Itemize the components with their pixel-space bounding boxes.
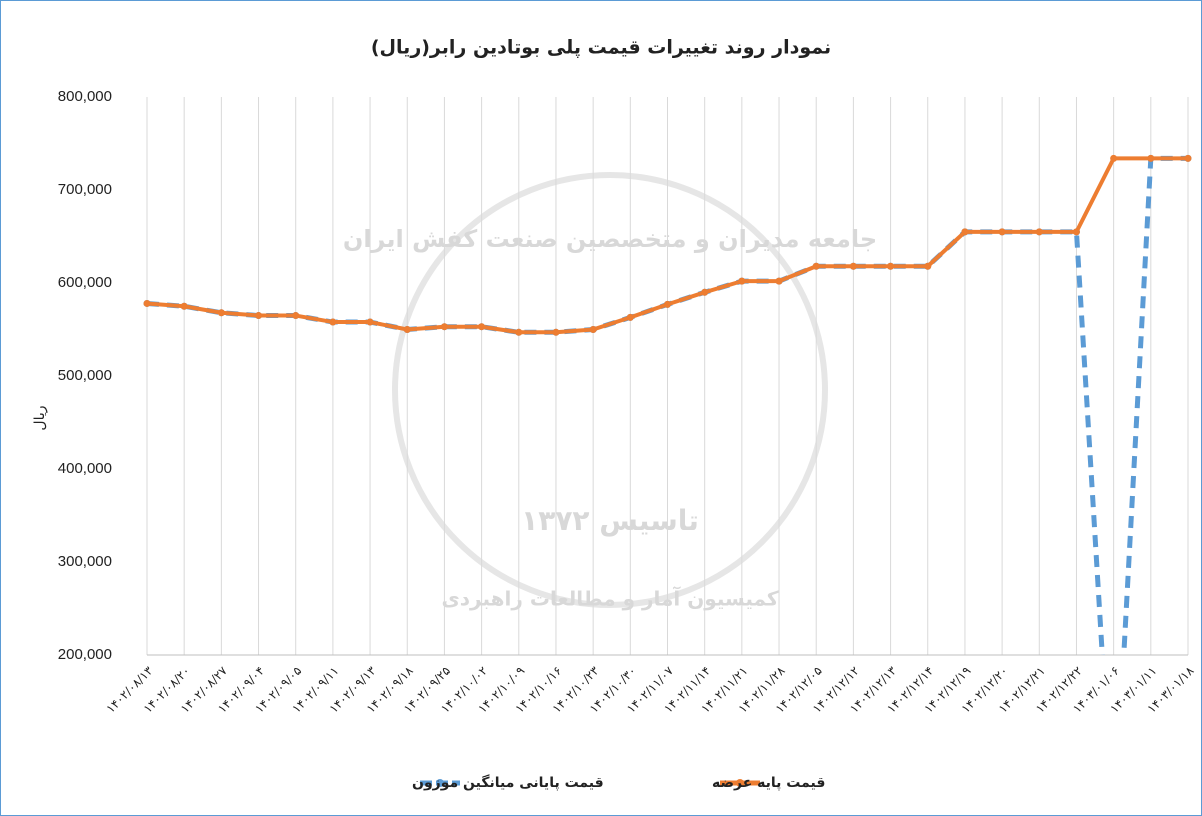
watermark-ring	[392, 172, 828, 608]
point-marker	[701, 288, 709, 296]
chart-title: نمودار روند تغییرات قیمت پلی بوتادین راب…	[371, 37, 831, 59]
legend-label: قیمت پایه عرضه	[712, 775, 825, 791]
point-marker	[738, 277, 746, 285]
y-tick-label: 600,000	[58, 274, 112, 291]
y-axis-title: ریال	[32, 405, 48, 430]
y-tick-label: 500,000	[58, 367, 112, 384]
point-marker	[255, 312, 263, 320]
point-marker	[515, 328, 523, 336]
point-marker	[998, 228, 1006, 236]
y-tick-label: 300,000	[58, 553, 112, 570]
point-marker	[961, 228, 969, 236]
legend-marker	[436, 779, 444, 787]
point-marker	[924, 262, 932, 270]
point-marker	[180, 302, 188, 310]
point-marker	[1184, 154, 1192, 162]
point-marker	[366, 318, 374, 326]
watermark-text: جامعه مدیران و متخصصین صنعت کفش ایران	[343, 225, 877, 253]
legend-label: قیمت پایانی میانگین موزون	[412, 774, 604, 791]
point-marker	[664, 300, 671, 308]
point-marker	[1110, 154, 1118, 162]
point-marker	[143, 299, 151, 307]
point-marker	[292, 312, 300, 320]
point-marker	[626, 313, 634, 321]
point-marker	[552, 328, 560, 336]
legend-marker	[736, 779, 744, 787]
y-tick-label: 800,000	[58, 88, 112, 105]
point-marker	[1035, 228, 1043, 236]
watermark-text: کمیسیون آمار و مطالعات راهبردی	[441, 586, 778, 611]
watermark-text: تاسیس ۱۳۷۲	[521, 504, 699, 537]
point-marker	[1147, 154, 1155, 162]
plot-area	[143, 154, 1192, 655]
point-marker	[887, 262, 895, 270]
point-marker	[403, 326, 411, 333]
point-marker	[440, 323, 448, 331]
y-tick-label: 400,000	[58, 460, 112, 477]
point-marker	[775, 277, 783, 285]
point-marker	[849, 262, 857, 270]
point-marker	[478, 323, 486, 331]
y-tick-label: 200,000	[58, 646, 112, 663]
point-marker	[589, 326, 597, 333]
point-marker	[217, 309, 225, 317]
point-marker	[329, 318, 337, 326]
y-tick-label: 700,000	[58, 181, 112, 198]
point-marker	[1072, 228, 1080, 236]
point-marker	[812, 262, 820, 270]
